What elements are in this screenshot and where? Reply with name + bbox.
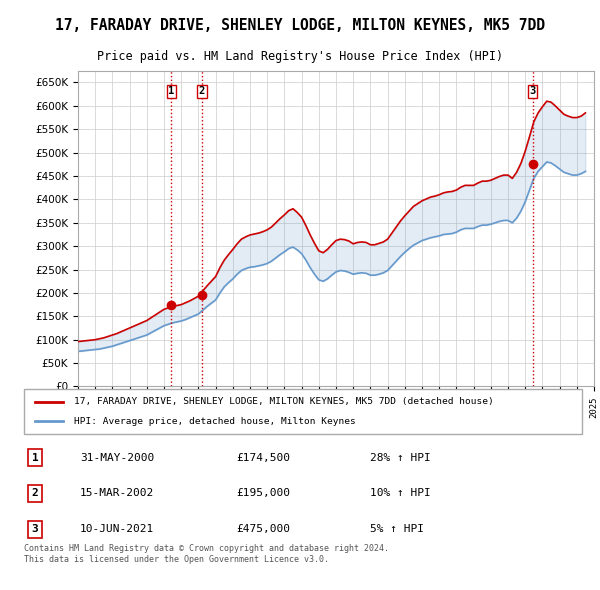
Text: 28% ↑ HPI: 28% ↑ HPI xyxy=(370,453,431,463)
Text: £174,500: £174,500 xyxy=(236,453,290,463)
Text: 2: 2 xyxy=(199,86,205,96)
Text: 10-JUN-2021: 10-JUN-2021 xyxy=(80,525,154,534)
Text: 17, FARADAY DRIVE, SHENLEY LODGE, MILTON KEYNES, MK5 7DD (detached house): 17, FARADAY DRIVE, SHENLEY LODGE, MILTON… xyxy=(74,397,494,407)
Text: 10% ↑ HPI: 10% ↑ HPI xyxy=(370,489,431,499)
FancyBboxPatch shape xyxy=(24,389,582,434)
Text: HPI: Average price, detached house, Milton Keynes: HPI: Average price, detached house, Milt… xyxy=(74,417,356,426)
Text: Contains HM Land Registry data © Crown copyright and database right 2024.
This d: Contains HM Land Registry data © Crown c… xyxy=(24,545,389,564)
Text: 1: 1 xyxy=(168,86,175,96)
Text: 3: 3 xyxy=(32,525,38,534)
Text: 1: 1 xyxy=(32,453,38,463)
Text: £475,000: £475,000 xyxy=(236,525,290,534)
Text: 15-MAR-2002: 15-MAR-2002 xyxy=(80,489,154,499)
Text: Price paid vs. HM Land Registry's House Price Index (HPI): Price paid vs. HM Land Registry's House … xyxy=(97,50,503,63)
Text: 2: 2 xyxy=(32,489,38,499)
Text: 5% ↑ HPI: 5% ↑ HPI xyxy=(370,525,424,534)
Text: £195,000: £195,000 xyxy=(236,489,290,499)
Text: 3: 3 xyxy=(530,86,536,96)
Text: 17, FARADAY DRIVE, SHENLEY LODGE, MILTON KEYNES, MK5 7DD: 17, FARADAY DRIVE, SHENLEY LODGE, MILTON… xyxy=(55,18,545,32)
Text: 31-MAY-2000: 31-MAY-2000 xyxy=(80,453,154,463)
